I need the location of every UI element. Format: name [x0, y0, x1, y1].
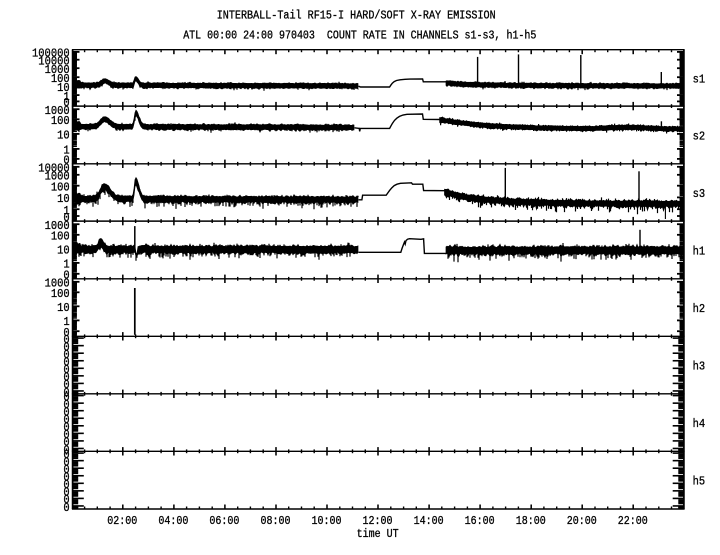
svg-text:1: 1 — [63, 91, 69, 104]
svg-text:0: 0 — [63, 372, 69, 385]
svg-text:0: 0 — [63, 380, 69, 393]
svg-text:0: 0 — [63, 349, 69, 362]
svg-text:18:00: 18:00 — [516, 515, 546, 528]
svg-text:100: 100 — [51, 182, 70, 195]
svg-text:06:00: 06:00 — [209, 515, 239, 528]
svg-text:0: 0 — [63, 212, 69, 225]
svg-text:10000: 10000 — [38, 163, 69, 176]
svg-text:02:00: 02:00 — [107, 515, 137, 528]
svg-text:1: 1 — [63, 259, 69, 272]
svg-text:0: 0 — [63, 457, 69, 470]
svg-text:0: 0 — [63, 464, 69, 477]
svg-text:16:00: 16:00 — [465, 515, 495, 528]
svg-text:1000: 1000 — [45, 220, 70, 233]
svg-text:0: 0 — [63, 392, 69, 405]
svg-text:0: 0 — [63, 357, 69, 370]
svg-text:INTERBALL-Tail RF15-I HARD/SOF: INTERBALL-Tail RF15-I HARD/SOFT X-RAY EM… — [217, 10, 496, 23]
svg-text:h2: h2 — [693, 304, 706, 317]
svg-text:0: 0 — [63, 495, 69, 508]
svg-text:0: 0 — [63, 487, 69, 500]
svg-text:s1: s1 — [693, 74, 706, 87]
svg-text:10: 10 — [57, 194, 70, 207]
svg-text:0: 0 — [63, 365, 69, 378]
svg-text:1000: 1000 — [45, 171, 70, 184]
svg-text:0: 0 — [63, 270, 69, 283]
svg-text:0: 0 — [63, 422, 69, 435]
svg-text:10:00: 10:00 — [311, 515, 341, 528]
svg-text:0: 0 — [63, 502, 69, 515]
svg-text:0: 0 — [63, 342, 69, 355]
svg-text:h5: h5 — [693, 476, 706, 489]
svg-text:h3: h3 — [693, 361, 706, 374]
svg-text:0: 0 — [63, 430, 69, 443]
svg-text:14:00: 14:00 — [414, 515, 444, 528]
svg-text:10: 10 — [57, 82, 70, 95]
svg-text:20:00: 20:00 — [567, 515, 597, 528]
svg-text:100000: 100000 — [32, 48, 70, 61]
svg-text:0: 0 — [63, 449, 69, 462]
svg-text:h1: h1 — [693, 246, 706, 259]
svg-text:100: 100 — [51, 289, 70, 302]
svg-text:10: 10 — [57, 245, 70, 258]
svg-text:0: 0 — [63, 472, 69, 485]
svg-text:1000: 1000 — [45, 105, 70, 118]
svg-text:s3: s3 — [693, 188, 706, 201]
svg-text:ATL 00:00 24:00 970403 COUNT: ATL 00:00 24:00 970403 COUNT RATE IN CHA… — [183, 30, 536, 43]
svg-text:0: 0 — [63, 399, 69, 412]
svg-text:1000: 1000 — [45, 64, 70, 77]
svg-text:1: 1 — [63, 145, 69, 158]
svg-text:1: 1 — [63, 205, 69, 218]
svg-text:time UT: time UT — [357, 529, 399, 542]
svg-text:0: 0 — [63, 334, 69, 347]
svg-text:0: 0 — [63, 387, 69, 400]
svg-text:0: 0 — [63, 480, 69, 493]
svg-text:10: 10 — [57, 130, 70, 143]
svg-text:1: 1 — [63, 317, 69, 330]
svg-text:100: 100 — [51, 73, 70, 86]
svg-text:04:00: 04:00 — [158, 515, 188, 528]
svg-text:0: 0 — [63, 415, 69, 428]
svg-text:10: 10 — [57, 303, 70, 316]
svg-text:0: 0 — [63, 437, 69, 450]
svg-text:s2: s2 — [693, 131, 706, 144]
svg-text:0: 0 — [63, 327, 69, 340]
svg-text:0: 0 — [63, 155, 69, 168]
svg-text:10000: 10000 — [38, 56, 69, 69]
svg-text:100: 100 — [51, 231, 70, 244]
svg-text:100: 100 — [51, 116, 70, 129]
svg-text:22:00: 22:00 — [618, 515, 648, 528]
svg-text:0: 0 — [63, 445, 69, 458]
svg-text:12:00: 12:00 — [362, 515, 392, 528]
svg-text:08:00: 08:00 — [260, 515, 290, 528]
svg-text:0: 0 — [63, 407, 69, 420]
svg-text:0: 0 — [63, 98, 69, 111]
svg-text:1000: 1000 — [45, 278, 70, 291]
svg-text:h4: h4 — [693, 419, 706, 432]
